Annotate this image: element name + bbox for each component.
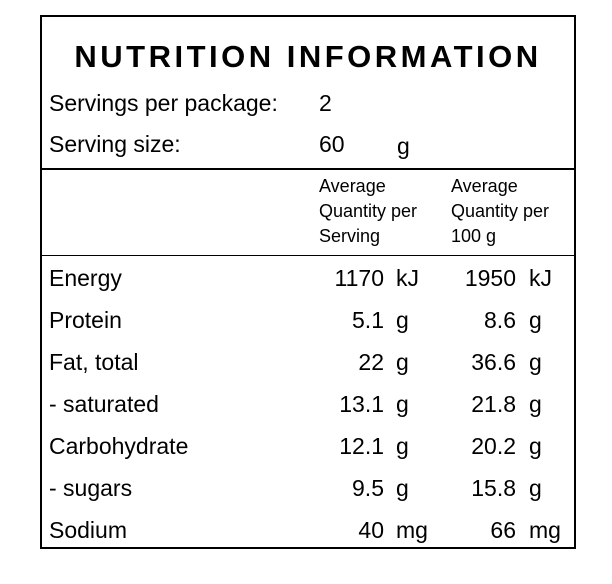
nutrient-name: - saturated — [49, 391, 159, 417]
table-row: - saturated 13.1 g 21.8 g — [42, 391, 574, 433]
column-header-per-serving-line: Serving — [319, 226, 381, 246]
per-100g-value: 15.8 — [471, 475, 516, 501]
per-100g-unit: g — [529, 349, 542, 375]
nutrient-name: Protein — [49, 307, 122, 333]
per-serving-unit: mg — [396, 517, 428, 543]
per-100g-unit: g — [529, 391, 542, 417]
per-serving-unit: kJ — [396, 265, 419, 291]
per-serving-value: 12.1 — [339, 433, 384, 459]
nutrition-panel: NUTRITION INFORMATION Servings per packa… — [40, 15, 576, 549]
column-header-per-serving-line: Quantity per — [319, 201, 418, 221]
per-100g-unit: g — [529, 475, 542, 501]
per-100g-unit: kJ — [529, 265, 552, 291]
per-serving-value: 22 — [358, 349, 384, 375]
per-serving-unit: g — [396, 433, 409, 459]
table-row: Carbohydrate 12.1 g 20.2 g — [42, 433, 574, 475]
nutrient-name: Energy — [49, 265, 122, 291]
per-serving-unit: g — [396, 307, 409, 333]
header-divider — [42, 168, 574, 170]
column-header-per-serving-line: Average — [319, 176, 386, 196]
servings-per-package-value: 2 — [319, 90, 332, 116]
per-100g-value: 66 — [490, 517, 516, 543]
per-100g-value: 36.6 — [471, 349, 516, 375]
table-row: Fat, total 22 g 36.6 g — [42, 349, 574, 391]
column-header-per-100g-line: Quantity per — [451, 201, 550, 221]
column-header-divider — [42, 255, 574, 256]
per-100g-value: 1950 — [464, 265, 516, 291]
panel-title: NUTRITION INFORMATION — [74, 39, 542, 74]
per-serving-value: 1170 — [334, 265, 384, 291]
per-100g-unit: mg — [529, 517, 561, 543]
nutrient-name: - sugars — [49, 475, 133, 501]
per-serving-unit: g — [396, 391, 409, 417]
per-100g-unit: g — [529, 307, 542, 333]
column-header-per-serving: Average Quantity per Serving — [319, 174, 417, 249]
serving-size-value: 60 — [319, 131, 345, 157]
per-serving-value: 5.1 — [352, 307, 384, 333]
nutrient-name: Sodium — [49, 517, 127, 543]
per-100g-value: 8.6 — [484, 307, 516, 333]
per-100g-unit: g — [529, 433, 542, 459]
table-row: Energy 1170 kJ 1950 kJ — [42, 265, 574, 307]
per-100g-value: 20.2 — [471, 433, 516, 459]
per-serving-value: 9.5 — [352, 475, 384, 501]
column-header-per-100g-line: Average — [451, 176, 518, 196]
serving-size-label: Serving size: — [49, 131, 181, 157]
table-row: Protein 5.1 g 8.6 g — [42, 307, 574, 349]
nutrient-name: Fat, total — [49, 349, 139, 375]
per-100g-value: 21.8 — [471, 391, 516, 417]
column-header-per-100g-line: 100 g — [451, 226, 497, 246]
per-serving-unit: g — [396, 475, 409, 501]
column-header-per-100g: Average Quantity per 100 g — [451, 174, 549, 249]
table-row: Sodium 40 mg 66 mg — [42, 517, 574, 559]
per-serving-value: 13.1 — [339, 391, 384, 417]
servings-per-package-label: Servings per package: — [49, 90, 278, 116]
serving-size-unit: g — [397, 133, 410, 159]
per-serving-unit: g — [396, 349, 409, 375]
table-row: - sugars 9.5 g 15.8 g — [42, 475, 574, 517]
nutrient-name: Carbohydrate — [49, 433, 189, 459]
per-serving-value: 40 — [358, 517, 384, 543]
